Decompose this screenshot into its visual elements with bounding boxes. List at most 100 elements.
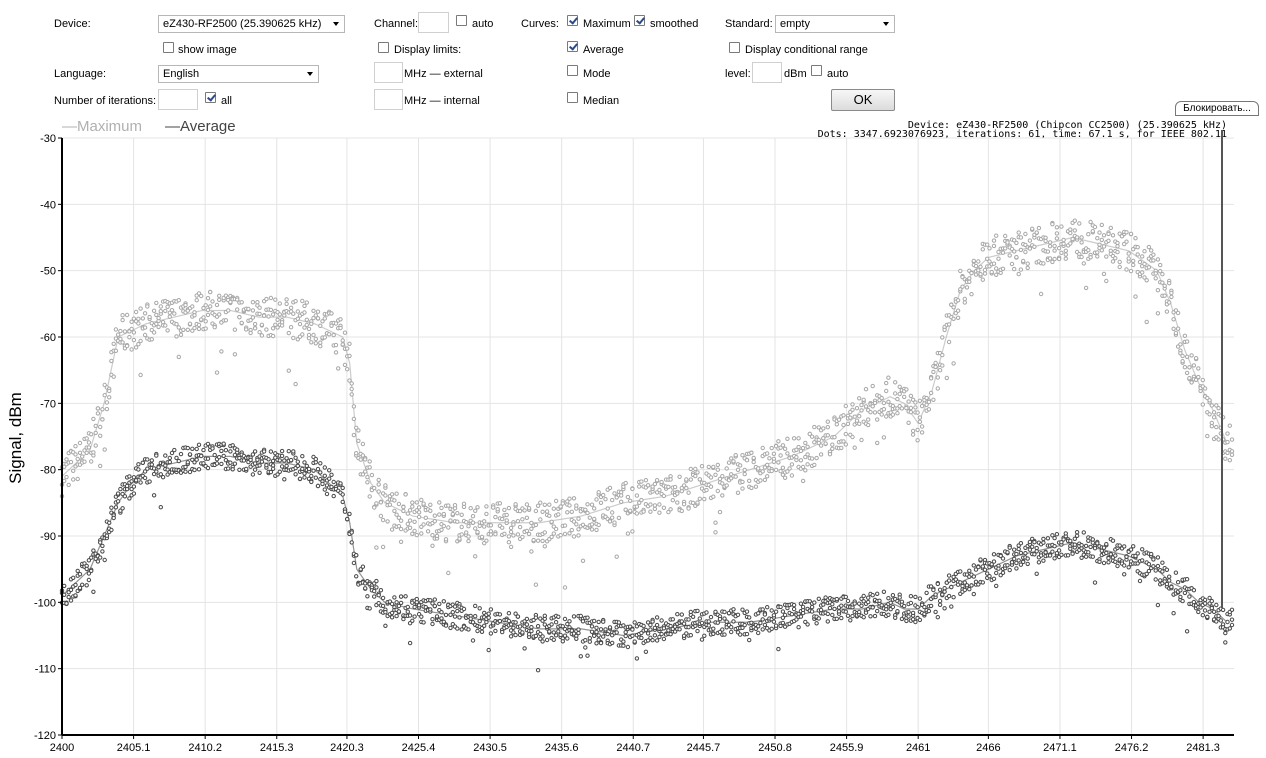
data-point: [1162, 579, 1167, 584]
median-checkbox[interactable]: [567, 92, 578, 103]
data-point: [551, 531, 556, 536]
device-select[interactable]: eZ430-RF2500 (25.390625 kHz): [158, 15, 345, 33]
data-point: [1086, 550, 1091, 555]
data-point: [1155, 555, 1161, 560]
data-point: [304, 300, 309, 305]
data-point: [937, 602, 943, 607]
data-point: [410, 531, 415, 536]
data-point: [1059, 540, 1064, 545]
data-point: [830, 442, 835, 447]
display-limits-checkbox[interactable]: [378, 42, 389, 53]
data-point: [1209, 605, 1215, 611]
data-point: [980, 277, 985, 282]
data-point: [439, 505, 444, 511]
data-point: [252, 321, 258, 327]
data-point: [315, 483, 321, 489]
data-point: [1106, 556, 1111, 561]
data-point: [226, 466, 231, 471]
data-point: [565, 636, 570, 641]
data-point: [1059, 224, 1064, 229]
level-input[interactable]: [752, 62, 782, 83]
data-point: [284, 456, 289, 461]
data-point: [872, 400, 878, 406]
data-point: [648, 509, 653, 514]
data-point: [315, 309, 321, 314]
data-point: [210, 299, 215, 304]
data-point: [576, 527, 581, 532]
data-point: [906, 614, 911, 619]
mhz-internal-input[interactable]: [374, 89, 403, 110]
data-point: [354, 425, 359, 430]
lock-button[interactable]: Блокировать...: [1175, 101, 1259, 116]
channel-auto-checkbox[interactable]: [456, 15, 467, 26]
data-point: [311, 468, 316, 473]
data-point: [897, 595, 902, 600]
channel-input[interactable]: [418, 12, 449, 33]
data-point: [466, 627, 471, 632]
data-point: [201, 315, 206, 320]
data-point: [504, 512, 509, 518]
data-point: [845, 613, 851, 618]
data-point: [89, 555, 94, 560]
data-point: [156, 324, 161, 330]
data-point: [266, 314, 271, 319]
smoothed-checkbox[interactable]: [634, 15, 645, 26]
maximum-checkbox[interactable]: [567, 15, 578, 26]
data-point: [376, 489, 381, 494]
level-auto-checkbox[interactable]: [811, 65, 822, 76]
iterations-input[interactable]: [158, 89, 198, 110]
data-point: [331, 332, 336, 338]
data-point: [107, 395, 112, 400]
data-point: [205, 307, 211, 313]
display-conditional-checkbox[interactable]: [729, 42, 740, 53]
data-point: [1137, 259, 1143, 265]
data-point: [904, 405, 909, 411]
language-select[interactable]: English: [158, 65, 319, 83]
data-point: [138, 306, 143, 311]
data-point: [832, 435, 837, 440]
mhz-external-input[interactable]: [374, 62, 403, 83]
data-point: [733, 474, 738, 479]
data-point: [729, 629, 734, 635]
data-point: [706, 623, 711, 628]
maximum-label: Maximum: [583, 18, 631, 30]
data-point: [208, 304, 213, 309]
data-point: [86, 558, 92, 563]
data-point: [955, 298, 961, 303]
data-point: [1104, 278, 1109, 284]
data-point: [533, 508, 539, 514]
show-image-checkbox[interactable]: [163, 42, 174, 53]
data-point: [760, 617, 765, 622]
ok-button[interactable]: OK: [831, 89, 895, 111]
data-point: [547, 629, 552, 634]
data-point: [506, 540, 512, 545]
data-point: [919, 424, 925, 429]
data-point: [84, 583, 89, 588]
mode-checkbox[interactable]: [567, 65, 578, 76]
data-point: [735, 612, 741, 617]
legend-maximum[interactable]: —Maximum: [62, 118, 142, 136]
data-point: [933, 592, 938, 597]
average-checkbox[interactable]: [567, 41, 578, 52]
standard-select[interactable]: empty: [775, 15, 895, 33]
data-point: [601, 492, 606, 498]
data-point: [398, 594, 404, 599]
legend-average[interactable]: —Average: [165, 118, 236, 136]
all-iterations-checkbox[interactable]: [205, 92, 216, 103]
data-point: [270, 463, 276, 468]
data-point: [1000, 250, 1006, 255]
y-tick-label: -60: [40, 332, 56, 344]
data-point: [1227, 458, 1233, 463]
spectrum-chart[interactable]: 2400 2405.1 2410.2 2415.3 2420.3 2425.4 2430.5…: [0, 118, 1266, 758]
data-point: [610, 510, 615, 515]
data-point: [958, 287, 963, 292]
data-point: [419, 531, 424, 536]
data-point: [1025, 556, 1030, 561]
data-point: [464, 520, 469, 525]
data-point: [1007, 253, 1012, 258]
data-point: [1074, 533, 1080, 538]
data-point: [470, 520, 476, 525]
data-point: [994, 570, 999, 576]
data-point: [805, 444, 810, 449]
data-point: [823, 595, 828, 600]
